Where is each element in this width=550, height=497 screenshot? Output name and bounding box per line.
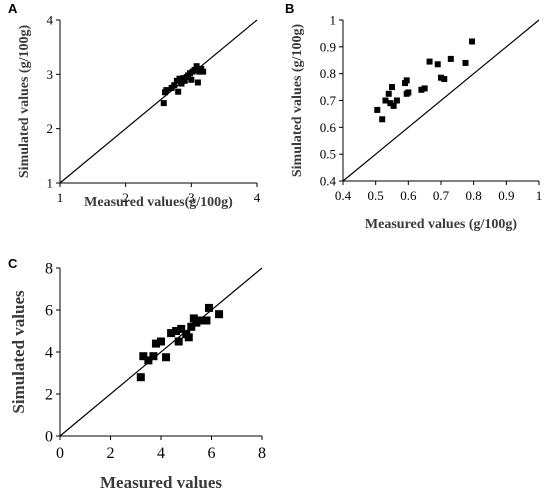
panel-b-data-point bbox=[438, 74, 444, 81]
panel-c-data-point bbox=[187, 322, 196, 331]
panel-b-y-tick-label: 0.8 bbox=[320, 66, 336, 81]
panel-b-data-point bbox=[389, 84, 395, 91]
panel-b-data-point bbox=[390, 102, 397, 109]
panel-c-data-point bbox=[177, 324, 186, 333]
panel-c-x-axis-title: Measured values bbox=[100, 473, 222, 492]
panel-a-y-tick-label: 1 bbox=[47, 176, 54, 191]
panel-b-reference-line bbox=[342, 19, 540, 182]
panel-a-data-point bbox=[194, 79, 201, 86]
panel-a-x-axis-title: Measured values(g/100g) bbox=[84, 195, 233, 210]
panel-c-y-tick-label: 4 bbox=[45, 345, 53, 362]
panel-b-y-tick-label: 0.7 bbox=[320, 93, 337, 108]
panel-c-data-point bbox=[197, 316, 206, 325]
panel-b-data-point bbox=[393, 97, 400, 104]
panel-b-x-tick-label: 0.7 bbox=[433, 188, 450, 203]
panel-b-x-tick-label: 0.5 bbox=[368, 188, 384, 203]
panel-a-data-point bbox=[193, 63, 200, 70]
panel-b-data-point bbox=[379, 116, 386, 123]
panel-c-data-point bbox=[215, 310, 224, 319]
panel-c-y-tick-label: 6 bbox=[45, 303, 53, 320]
panel-a-y-tick-label: 3 bbox=[47, 67, 54, 82]
panel-a-x-tick-label: 1 bbox=[57, 190, 64, 205]
panel-b-x-tick-label: 0.9 bbox=[498, 188, 514, 203]
panel-a-y-axis-title: Simulated values (g/100g) bbox=[17, 25, 32, 179]
panel-a-x-tick-label: 2 bbox=[122, 190, 129, 205]
panel-b-data-point bbox=[447, 55, 454, 62]
panel-a-y-tick-label: 4 bbox=[47, 13, 54, 28]
panel-b-data-point bbox=[403, 77, 410, 84]
panel-c-data-point bbox=[204, 303, 213, 312]
panel-c-data-point bbox=[167, 329, 176, 338]
panel-a-data-point bbox=[160, 100, 167, 107]
panel-b-y-tick-label: 0.4 bbox=[320, 174, 337, 189]
panel-a-data-point bbox=[163, 87, 170, 94]
panel-a-y-tick-label: 2 bbox=[47, 121, 54, 136]
panel-b-data-point bbox=[441, 76, 448, 83]
panel-c-y-tick-label: 8 bbox=[45, 261, 53, 278]
panel-b-data-point bbox=[418, 86, 425, 93]
panel-c-x-tick-label: 0 bbox=[56, 445, 64, 462]
panel-b-label: B bbox=[285, 1, 294, 16]
panel-b-y-tick-label: 1 bbox=[330, 13, 337, 28]
panel-a-data-point bbox=[171, 82, 178, 89]
panel-c-data-point bbox=[139, 352, 148, 361]
panel-c-x-tick-label: 6 bbox=[208, 445, 216, 462]
panel-b-data-point bbox=[462, 59, 469, 66]
panel-c-data-point bbox=[144, 356, 153, 365]
panel-a-data-point bbox=[188, 76, 195, 83]
panel-b-y-tick-label: 0.5 bbox=[320, 147, 336, 162]
panel-a-label: A bbox=[8, 1, 18, 16]
panel-c-x-tick-label: 8 bbox=[258, 445, 266, 462]
panel-b-data-point bbox=[405, 89, 412, 96]
panel-a-data-point bbox=[175, 88, 182, 95]
panel-b-data-point bbox=[387, 100, 394, 107]
panel-b-x-tick-label: 0.6 bbox=[400, 188, 417, 203]
panel-c-data-point bbox=[151, 339, 160, 348]
panel-a-reference-line bbox=[59, 19, 258, 184]
panel-c-x-tick-label: 4 bbox=[157, 445, 165, 462]
panel-b-data-point bbox=[382, 97, 389, 104]
panel-c-y-axis-title: Simulated values bbox=[9, 290, 28, 414]
panel-a-data-point bbox=[200, 68, 207, 75]
panel-c-data-point bbox=[172, 327, 181, 335]
panel-c-data-point bbox=[157, 337, 165, 346]
panel-c-data-point bbox=[189, 314, 198, 323]
panel-b-data-point bbox=[426, 58, 433, 65]
panel-b-data-point bbox=[385, 90, 392, 97]
panel-a-x-tick-label: 3 bbox=[188, 190, 195, 205]
panel-b-x-tick-label: 0.4 bbox=[335, 188, 352, 203]
panel-c-data-point bbox=[184, 333, 193, 342]
panel-c-data-point bbox=[192, 318, 201, 327]
panel-c-label: C bbox=[8, 256, 18, 271]
panel-a-data-point bbox=[181, 77, 188, 84]
panel-c-y-tick-label: 0 bbox=[45, 429, 53, 446]
panel-c-x-tick-label: 2 bbox=[107, 445, 115, 462]
panel-c-data-point bbox=[202, 316, 211, 325]
panel-b-data-point bbox=[469, 38, 476, 45]
panel-c-data-point bbox=[136, 373, 145, 382]
panel-c-data-point bbox=[149, 352, 158, 361]
panel-a-data-point bbox=[176, 75, 183, 82]
panel-c-reference-line bbox=[59, 267, 263, 437]
panel-a-data-point bbox=[178, 80, 185, 87]
panel-b-data-point bbox=[374, 106, 381, 113]
panel-c-data-point bbox=[174, 337, 183, 346]
panel-a-data-point bbox=[191, 66, 198, 73]
panel-b-x-axis-title: Measured values (g/100g) bbox=[365, 217, 518, 232]
panel-c-y-tick-label: 2 bbox=[45, 387, 53, 404]
panel-b-y-tick-label: 0.6 bbox=[320, 120, 337, 135]
panel-c-data-point bbox=[162, 353, 171, 362]
panel-b-x-tick-label: 1 bbox=[536, 188, 543, 203]
panel-a-x-tick-label: 4 bbox=[254, 190, 261, 205]
panel-b-data-point bbox=[434, 61, 441, 68]
panel-b-x-tick-label: 0.8 bbox=[466, 188, 482, 203]
panel-b-data-point bbox=[421, 85, 428, 92]
panel-b-y-tick-label: 0.9 bbox=[320, 39, 336, 54]
panel-b-y-axis-title: Simulated values (g/100g) bbox=[290, 24, 305, 178]
